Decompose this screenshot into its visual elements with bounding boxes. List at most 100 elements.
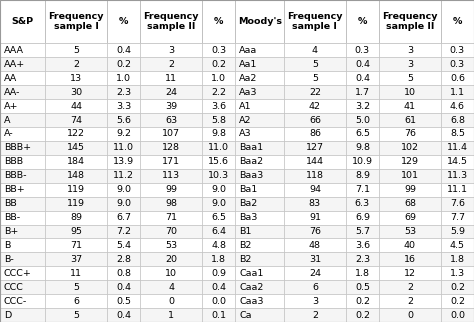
Text: 1.8: 1.8 — [355, 269, 370, 278]
Bar — [236, 141, 284, 155]
Bar — [441, 113, 474, 127]
Bar — [140, 238, 202, 252]
Text: B: B — [4, 241, 10, 250]
Text: 6.5: 6.5 — [355, 129, 370, 138]
Bar — [107, 99, 140, 113]
Bar — [107, 280, 140, 294]
Bar — [346, 266, 379, 280]
Bar — [46, 294, 107, 308]
Text: 5.7: 5.7 — [355, 227, 370, 236]
Bar — [236, 224, 284, 238]
Text: 37: 37 — [70, 255, 82, 264]
Text: 9.0: 9.0 — [211, 185, 226, 194]
Text: 3: 3 — [312, 297, 318, 306]
Text: 102: 102 — [401, 143, 419, 152]
Text: 7.1: 7.1 — [355, 185, 370, 194]
Text: 2.2: 2.2 — [211, 88, 226, 97]
Bar — [0, 127, 46, 141]
Bar — [379, 294, 441, 308]
Bar — [107, 308, 140, 322]
Text: 0.4: 0.4 — [116, 310, 131, 319]
Text: 0.2: 0.2 — [211, 60, 226, 69]
Bar — [236, 85, 284, 99]
Bar — [284, 71, 346, 85]
Text: 1.7: 1.7 — [355, 88, 370, 97]
Text: 148: 148 — [67, 171, 85, 180]
Text: 2.3: 2.3 — [116, 88, 131, 97]
Bar — [236, 155, 284, 169]
Bar — [0, 155, 46, 169]
Bar — [46, 71, 107, 85]
Bar — [379, 211, 441, 224]
Bar — [346, 85, 379, 99]
Text: 6.3: 6.3 — [355, 199, 370, 208]
Text: Frequency
sample I: Frequency sample I — [48, 12, 104, 32]
Text: 5.9: 5.9 — [450, 227, 465, 236]
Text: 9.8: 9.8 — [355, 143, 370, 152]
Bar — [236, 294, 284, 308]
Text: 6.7: 6.7 — [116, 213, 131, 222]
Bar — [284, 127, 346, 141]
Text: 2: 2 — [312, 310, 318, 319]
Text: 10.3: 10.3 — [208, 171, 229, 180]
Text: 0.2: 0.2 — [116, 60, 131, 69]
Bar — [202, 197, 236, 211]
Bar — [0, 238, 46, 252]
Text: 9.0: 9.0 — [116, 199, 131, 208]
Text: A1: A1 — [239, 102, 252, 111]
Text: 94: 94 — [309, 185, 321, 194]
Text: 14.5: 14.5 — [447, 157, 468, 166]
Bar — [284, 211, 346, 224]
Text: 184: 184 — [67, 157, 85, 166]
Bar — [107, 85, 140, 99]
Text: 9.0: 9.0 — [211, 199, 226, 208]
Text: S&P: S&P — [11, 17, 34, 26]
Text: Frequency
sample II: Frequency sample II — [144, 12, 199, 32]
Text: CCC-: CCC- — [4, 297, 27, 306]
Text: 0.2: 0.2 — [355, 297, 370, 306]
Bar — [441, 71, 474, 85]
Bar — [284, 0, 346, 43]
Text: 1.0: 1.0 — [211, 74, 226, 83]
Bar — [46, 0, 107, 43]
Bar — [107, 224, 140, 238]
Bar — [202, 224, 236, 238]
Text: AA: AA — [4, 74, 17, 83]
Bar — [107, 266, 140, 280]
Text: 2.3: 2.3 — [355, 255, 370, 264]
Bar — [379, 155, 441, 169]
Text: 95: 95 — [70, 227, 82, 236]
Bar — [46, 99, 107, 113]
Bar — [107, 183, 140, 197]
Bar — [202, 308, 236, 322]
Bar — [46, 155, 107, 169]
Bar — [202, 280, 236, 294]
Bar — [284, 113, 346, 127]
Text: 0.3: 0.3 — [355, 46, 370, 55]
Text: A-: A- — [4, 129, 13, 138]
Bar — [346, 0, 379, 43]
Text: 101: 101 — [401, 171, 419, 180]
Bar — [140, 280, 202, 294]
Text: Caa2: Caa2 — [239, 283, 264, 292]
Bar — [441, 308, 474, 322]
Bar — [140, 308, 202, 322]
Bar — [346, 280, 379, 294]
Bar — [346, 183, 379, 197]
Bar — [140, 99, 202, 113]
Text: 42: 42 — [309, 102, 321, 111]
Bar — [379, 238, 441, 252]
Bar — [0, 197, 46, 211]
Text: 11.0: 11.0 — [113, 143, 134, 152]
Bar — [0, 57, 46, 71]
Text: 3: 3 — [407, 46, 413, 55]
Bar — [140, 183, 202, 197]
Text: 6.8: 6.8 — [450, 116, 465, 125]
Text: 41: 41 — [404, 102, 416, 111]
Bar — [379, 224, 441, 238]
Text: 5: 5 — [73, 283, 79, 292]
Bar — [140, 113, 202, 127]
Text: 99: 99 — [404, 185, 416, 194]
Bar — [441, 183, 474, 197]
Bar — [46, 238, 107, 252]
